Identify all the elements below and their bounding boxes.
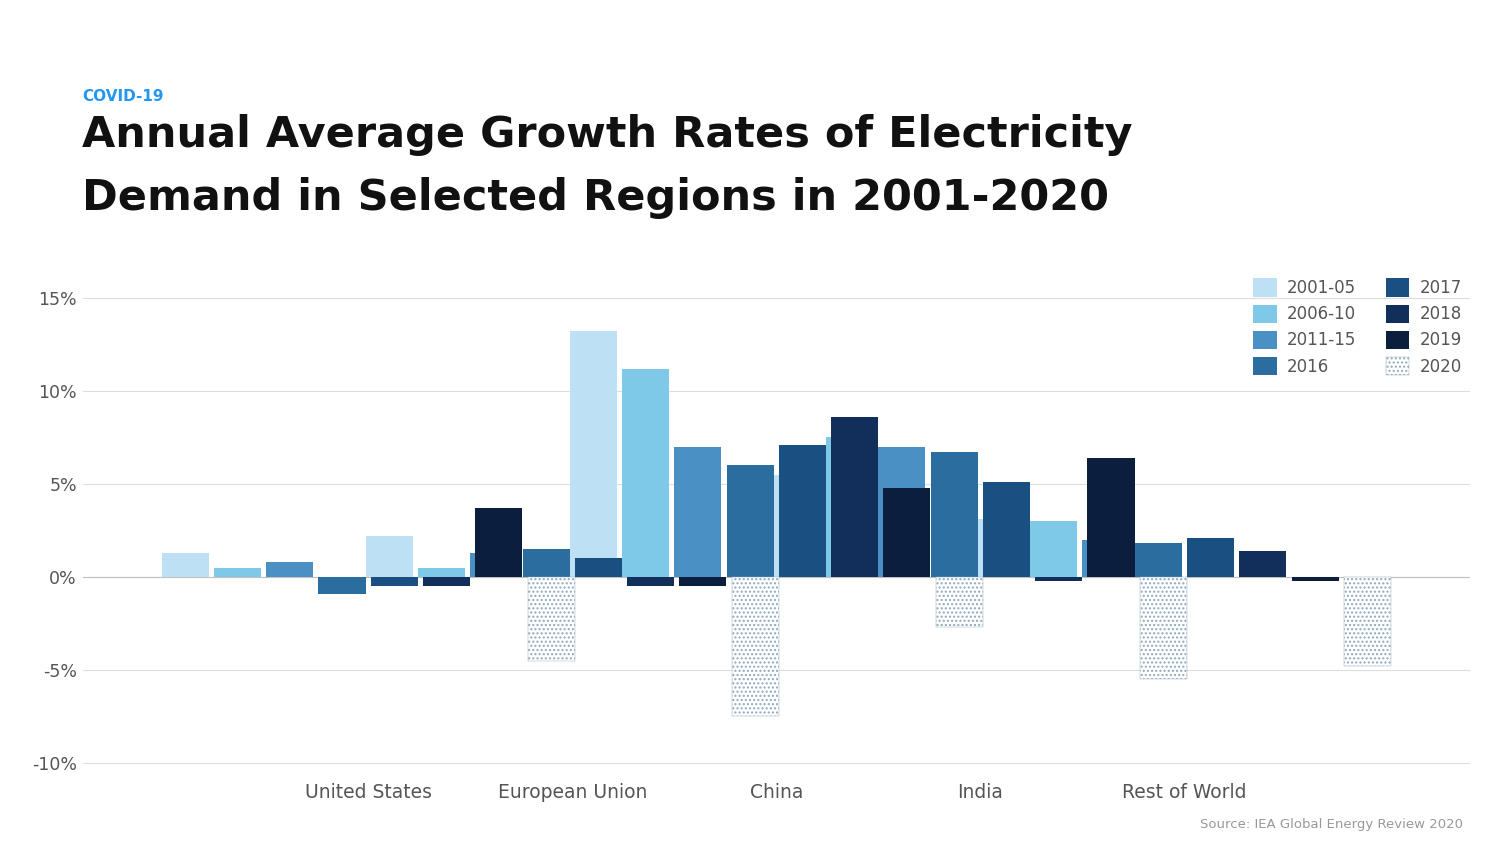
Bar bbox=[366, 536, 413, 577]
Bar bbox=[470, 553, 518, 577]
Bar bbox=[318, 577, 366, 593]
Text: Demand in Selected Regions in 2001-2020: Demand in Selected Regions in 2001-2020 bbox=[82, 177, 1110, 219]
Text: Chart of the Day: Chart of the Day bbox=[1348, 19, 1491, 36]
Bar bbox=[831, 417, 878, 577]
Legend: 2001-05, 2006-10, 2011-15, 2016, 2017, 2018, 2019, 2020: 2001-05, 2006-10, 2011-15, 2016, 2017, 2… bbox=[1254, 279, 1461, 376]
Bar bbox=[1088, 458, 1134, 577]
Bar bbox=[570, 332, 616, 577]
Bar bbox=[1292, 577, 1338, 581]
Bar bbox=[162, 553, 209, 577]
Bar bbox=[778, 445, 826, 577]
Bar bbox=[1083, 540, 1130, 577]
Bar bbox=[936, 577, 982, 627]
Bar bbox=[732, 577, 778, 717]
Bar bbox=[419, 568, 465, 577]
Bar bbox=[266, 562, 314, 577]
Bar bbox=[1140, 577, 1186, 679]
Bar bbox=[1035, 577, 1083, 581]
Text: Smart Building: Smart Building bbox=[1257, 19, 1396, 36]
Bar bbox=[982, 482, 1030, 577]
Bar bbox=[774, 474, 820, 577]
Bar bbox=[423, 577, 470, 587]
Bar bbox=[978, 519, 1024, 577]
Bar bbox=[726, 465, 774, 577]
Bar bbox=[528, 577, 574, 661]
Bar bbox=[1239, 551, 1287, 577]
Bar bbox=[930, 452, 978, 577]
Bar bbox=[476, 508, 522, 577]
Text: prescriptive data: prescriptive data bbox=[27, 19, 201, 36]
Bar bbox=[574, 559, 622, 577]
Bar bbox=[827, 437, 873, 577]
Text: COVID-19: COVID-19 bbox=[82, 89, 164, 104]
Text: Annual Average Growth Rates of Electricity: Annual Average Growth Rates of Electrici… bbox=[82, 114, 1132, 156]
Bar bbox=[1186, 538, 1234, 577]
Text: Source: IEA Global Energy Review 2020: Source: IEA Global Energy Review 2020 bbox=[1200, 819, 1462, 831]
Bar bbox=[627, 577, 674, 587]
Bar bbox=[680, 577, 726, 587]
Bar bbox=[1134, 544, 1182, 577]
Bar bbox=[522, 549, 570, 577]
Bar bbox=[1344, 577, 1390, 666]
Bar bbox=[884, 488, 930, 577]
Bar bbox=[622, 369, 669, 577]
Bar bbox=[214, 568, 261, 577]
Bar bbox=[675, 446, 722, 577]
Bar bbox=[1030, 522, 1077, 577]
Bar bbox=[370, 577, 419, 587]
Bar bbox=[879, 446, 926, 577]
